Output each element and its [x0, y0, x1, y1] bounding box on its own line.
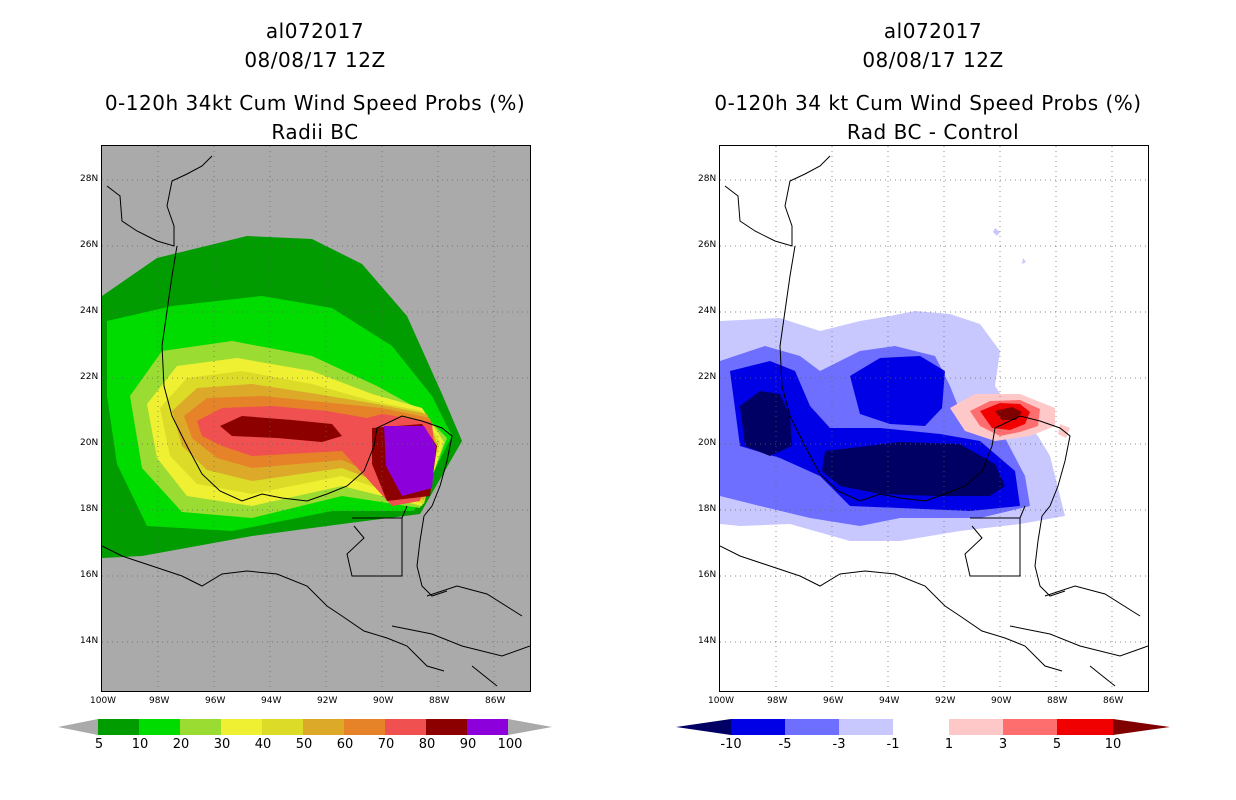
right-cb-label-pos1: 1 — [944, 737, 954, 752]
left-lat-label-18: 18N — [80, 504, 99, 514]
probability-contours — [102, 236, 462, 558]
coastlines — [102, 155, 530, 687]
left-colorbar-swatch-10 — [139, 719, 180, 735]
left-colorbar-swatch-70 — [385, 719, 426, 735]
right-lon-label-92: 92W — [935, 696, 956, 706]
right-cb-label-neg10: -10 — [720, 737, 742, 752]
right-lat-label-28: 28N — [698, 174, 717, 184]
left-lon-label-92: 92W — [317, 696, 338, 706]
right-lon-label-88: 88W — [1047, 696, 1068, 706]
right-title-subtitle: Rad BC - Control — [846, 120, 1020, 144]
left-colorbar-swatch-60 — [344, 719, 385, 735]
left-lat-label-26: 26N — [80, 240, 99, 250]
left-cb-label-50: 50 — [295, 737, 313, 752]
right-lon-label-94: 94W — [879, 696, 900, 706]
contour-80 — [220, 416, 342, 442]
right-colorbar-low-arrow — [676, 719, 731, 735]
diff-neg10b — [822, 442, 1005, 496]
right-lon-label-96: 96W — [823, 696, 844, 706]
right-map-grid — [720, 146, 1148, 691]
left-cb-label-70: 70 — [377, 737, 395, 752]
right-title-product: 0-120h 34 kt Cum Wind Speed Probs (%) — [714, 91, 1142, 115]
left-lon-label-94: 94W — [261, 696, 282, 706]
left-cb-label-5: 5 — [94, 737, 104, 752]
left-lon-label-88: 88W — [429, 696, 450, 706]
left-cb-label-100: 100 — [497, 737, 523, 752]
right-lon-label-86: 86W — [1103, 696, 1124, 706]
difference-contours — [720, 228, 1070, 541]
left-lat-label-24: 24N — [80, 306, 99, 316]
left-colorbar-low-arrow — [58, 719, 98, 735]
right-colorbar-swatch-pos1 — [949, 719, 1003, 735]
right-colorbar-high-arrow — [1113, 719, 1170, 735]
right-coastlines — [720, 155, 1148, 687]
right-lat-label-24: 24N — [698, 306, 717, 316]
right-title-storm-id: al072017 — [883, 19, 983, 43]
right-lat-label-16: 16N — [698, 570, 717, 580]
diff-neg1b — [993, 228, 1000, 236]
left-colorbar-swatch-80 — [426, 719, 467, 735]
left-colorbar-swatch-20 — [180, 719, 221, 735]
right-cb-label-pos3: 3 — [998, 737, 1008, 752]
right-cb-label-pos5: 5 — [1052, 737, 1062, 752]
left-cb-label-20: 20 — [172, 737, 190, 752]
right-cb-label-neg5: -5 — [778, 737, 792, 752]
left-cb-label-10: 10 — [131, 737, 149, 752]
right-colorbar-swatch-pos3 — [1003, 719, 1057, 735]
left-cb-label-90: 90 — [459, 737, 477, 752]
left-lat-label-20: 20N — [80, 438, 99, 448]
right-colorbar-swatch-neg10 — [731, 719, 785, 735]
left-cb-label-80: 80 — [418, 737, 436, 752]
left-cb-label-40: 40 — [254, 737, 272, 752]
left-lat-label-28: 28N — [80, 174, 99, 184]
left-colorbar-swatch-5 — [98, 719, 139, 735]
right-lat-label-26: 26N — [698, 240, 717, 250]
left-title-storm-id: al072017 — [265, 19, 365, 43]
left-lon-label-86: 86W — [485, 696, 506, 706]
left-lat-label-22: 22N — [80, 372, 99, 382]
right-title-date: 08/08/17 12Z — [862, 48, 1004, 72]
left-colorbar-high-arrow — [508, 719, 552, 735]
left-title-product: 0-120h 34kt Cum Wind Speed Probs (%) — [104, 91, 526, 115]
right-cb-label-neg1: -1 — [886, 737, 900, 752]
map-grid — [102, 146, 530, 691]
right-lat-label-20: 20N — [698, 438, 717, 448]
right-lat-label-18: 18N — [698, 504, 717, 514]
right-colorbar-swatch-neg3 — [839, 719, 893, 735]
left-cb-label-60: 60 — [336, 737, 354, 752]
left-title-date: 08/08/17 12Z — [244, 48, 386, 72]
left-lat-label-14: 14N — [80, 636, 99, 646]
left-lon-label-96: 96W — [205, 696, 226, 706]
right-colorbar-swatch-neg1 — [893, 719, 949, 735]
right-lon-label-90: 90W — [991, 696, 1012, 706]
right-lon-label-98: 98W — [767, 696, 788, 706]
left-lat-label-16: 16N — [80, 570, 99, 580]
diff-neg5b — [850, 356, 945, 426]
right-map — [719, 145, 1149, 692]
right-cb-label-pos10: 10 — [1104, 737, 1122, 752]
left-colorbar-swatch-30 — [221, 719, 262, 735]
left-title-subtitle: Radii BC — [271, 120, 359, 144]
right-lat-label-22: 22N — [698, 372, 717, 382]
right-colorbar-swatch-neg5 — [785, 719, 839, 735]
right-lat-label-14: 14N — [698, 636, 717, 646]
left-colorbar-swatch-40 — [262, 719, 303, 735]
left-lon-label-100: 100W — [90, 696, 117, 706]
diff-neg1c — [1022, 258, 1026, 264]
left-map — [101, 145, 531, 692]
contour-90 — [384, 426, 436, 496]
right-cb-label-neg3: -3 — [832, 737, 846, 752]
right-colorbar-swatch-pos5 — [1057, 719, 1113, 735]
left-colorbar-swatch-90 — [467, 719, 508, 735]
left-colorbar — [58, 719, 552, 735]
right-colorbar — [676, 719, 1170, 735]
diff-neg10 — [740, 391, 792, 456]
left-lon-label-90: 90W — [373, 696, 394, 706]
left-colorbar-swatch-50 — [303, 719, 344, 735]
left-cb-label-30: 30 — [213, 737, 231, 752]
right-lon-label-100: 100W — [708, 696, 735, 706]
diff-pos10 — [995, 407, 1022, 420]
left-lon-label-98: 98W — [149, 696, 170, 706]
